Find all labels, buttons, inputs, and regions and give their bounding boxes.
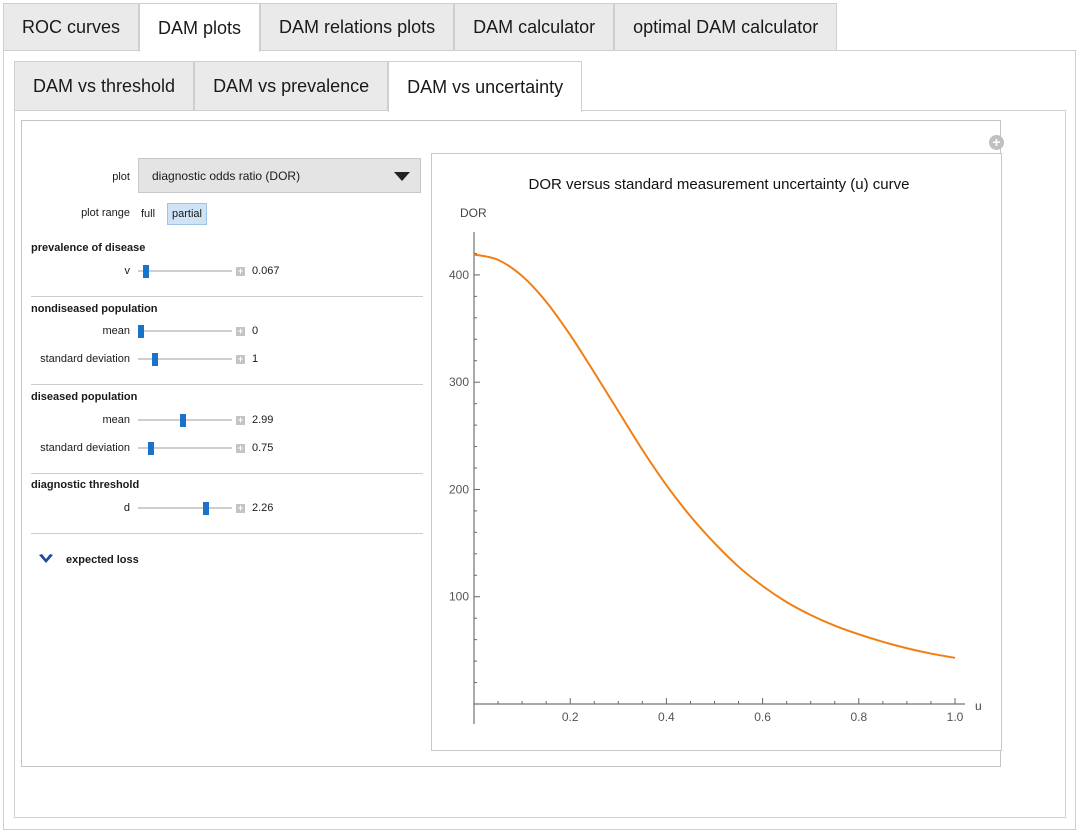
y-tick-label: 300: [449, 375, 469, 389]
tab-dam-vs-prevalence[interactable]: DAM vs prevalence: [194, 61, 389, 111]
diseased-sd-expand-icon[interactable]: +: [236, 443, 245, 453]
threshold-section-title: diagnostic threshold: [31, 479, 140, 491]
prevalence-section-title: prevalence of disease: [31, 242, 146, 254]
nondiseased-mean-value: 0: [252, 325, 259, 337]
divider: [31, 533, 423, 534]
inner-tab-bar: DAM vs threshold DAM vs prevalence DAM v…: [14, 61, 583, 112]
outer-tab-bar: ROC curves DAM plots DAM relations plots…: [3, 3, 838, 52]
dropdown-arrow-icon: [394, 172, 410, 181]
d-slider[interactable]: [138, 500, 232, 516]
dor-chart: DOR versus standard measurement uncertai…: [449, 176, 982, 724]
expected-loss-label: expected loss: [66, 554, 139, 566]
diseased-sd-value: 0.75: [252, 442, 274, 454]
tab-dam-calculator[interactable]: DAM calculator: [454, 3, 615, 51]
v-slider-thumb[interactable]: [143, 265, 149, 278]
tab-dam-relations-plots[interactable]: DAM relations plots: [260, 3, 455, 51]
diseased-mean-slider[interactable]: [138, 412, 232, 428]
y-tick-label: 200: [449, 482, 469, 496]
tick-marks: [474, 252, 956, 704]
diseased-mean-label: mean: [102, 414, 130, 426]
x-tick-label: 0.4: [658, 710, 675, 724]
nondiseased-sd-label: standard deviation: [40, 353, 130, 365]
nondiseased-sd-slider[interactable]: [138, 351, 232, 367]
outer-tab-panel: DAM vs threshold DAM vs prevalence DAM v…: [3, 50, 1076, 830]
v-slider[interactable]: [138, 263, 232, 279]
v-value: 0.067: [252, 265, 280, 277]
v-expand-icon[interactable]: +: [236, 266, 245, 276]
range-partial-button[interactable]: partial: [167, 203, 207, 225]
plot-range-label: plot range: [81, 207, 130, 219]
axes: [473, 232, 965, 724]
x-tick-label: 1.0: [947, 710, 964, 724]
slider-thumb[interactable]: [138, 325, 144, 338]
options-plus-icon[interactable]: +: [989, 135, 1004, 150]
slider-thumb[interactable]: [148, 442, 154, 455]
manipulate-frame: + plot diagnostic odds ratio (DOR) plot …: [21, 120, 1004, 767]
nondiseased-mean-slider[interactable]: [138, 323, 232, 339]
nondiseased-sd-value: 1: [252, 353, 259, 365]
plot-panel: DOR versus standard measurement uncertai…: [431, 153, 1002, 751]
x-tick-label: 0.6: [754, 710, 771, 724]
dor-series-line: [473, 253, 956, 659]
tab-dam-vs-threshold[interactable]: DAM vs threshold: [14, 61, 195, 111]
inner-tab-panel: + plot diagnostic odds ratio (DOR) plot …: [14, 110, 1066, 818]
range-full-button[interactable]: full: [137, 203, 160, 225]
plot-dropdown[interactable]: diagnostic odds ratio (DOR): [138, 158, 421, 193]
tick-labels: 0.2 0.4 0.6 0.8 1.0 100 200 300 400: [449, 268, 964, 724]
x-axis-label: u: [975, 699, 982, 713]
d-expand-icon[interactable]: +: [236, 503, 245, 513]
slider-thumb[interactable]: [152, 353, 158, 366]
plot-label: plot: [112, 171, 130, 183]
y-tick-label: 400: [449, 268, 469, 282]
tab-roc-curves[interactable]: ROC curves: [3, 3, 140, 51]
x-tick-label: 0.8: [850, 710, 867, 724]
plot-dropdown-value: diagnostic odds ratio (DOR): [152, 168, 301, 183]
tab-dam-vs-uncertainty[interactable]: DAM vs uncertainty: [388, 61, 583, 112]
divider: [31, 473, 423, 474]
divider: [31, 296, 423, 297]
chart-title: DOR versus standard measurement uncertai…: [529, 176, 910, 193]
diseased-sd-slider[interactable]: [138, 440, 232, 456]
divider: [31, 384, 423, 385]
d-value: 2.26: [252, 502, 274, 514]
tab-optimal-dam-calculator[interactable]: optimal DAM calculator: [614, 3, 838, 51]
expected-loss-chevron-icon[interactable]: [38, 553, 54, 565]
tab-dam-plots[interactable]: DAM plots: [139, 3, 261, 52]
diseased-mean-expand-icon[interactable]: +: [236, 415, 245, 425]
y-tick-label: 100: [449, 590, 469, 604]
diseased-sd-label: standard deviation: [40, 442, 130, 454]
nondiseased-mean-expand-icon[interactable]: +: [236, 326, 245, 336]
d-label: d: [123, 502, 130, 514]
x-tick-label: 0.2: [562, 710, 579, 724]
nondiseased-mean-label: mean: [102, 325, 130, 337]
y-axis-label: DOR: [460, 206, 487, 220]
diseased-section-title: diseased population: [31, 391, 138, 403]
v-label: v: [124, 265, 131, 277]
diseased-mean-value: 2.99: [252, 414, 274, 426]
slider-thumb[interactable]: [180, 414, 186, 427]
d-slider-thumb[interactable]: [203, 502, 209, 515]
nondiseased-section-title: nondiseased population: [31, 303, 158, 315]
nondiseased-sd-expand-icon[interactable]: +: [236, 354, 245, 364]
